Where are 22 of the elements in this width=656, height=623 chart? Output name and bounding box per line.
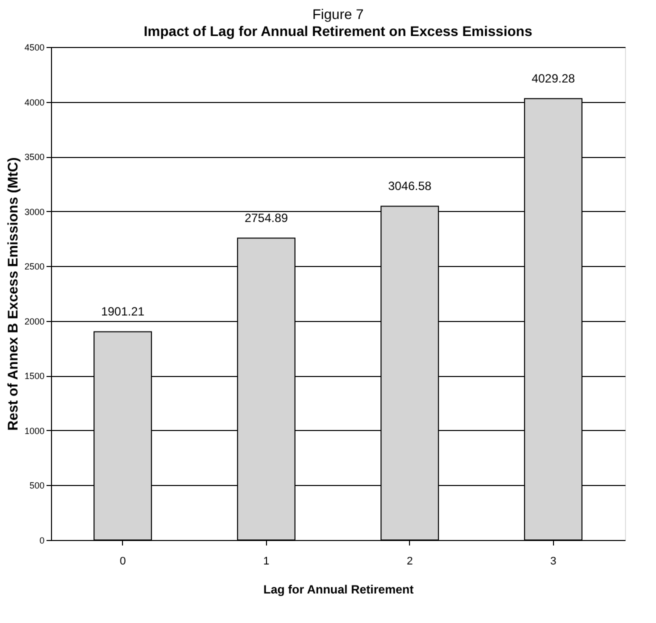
y-tick-label: 3000 bbox=[24, 206, 44, 217]
y-tick-label: 4000 bbox=[24, 97, 44, 108]
y-axis-title: Rest of Annex B Excess Emissions (MtC) bbox=[4, 157, 20, 431]
y-tick-label: 1000 bbox=[24, 426, 44, 436]
data-label: 4029.28 bbox=[532, 72, 576, 86]
x-tick-label: 1 bbox=[263, 556, 270, 568]
y-tick-label: 2500 bbox=[24, 262, 44, 272]
x-tick-label: 2 bbox=[406, 556, 413, 568]
y-tick-label: 0 bbox=[39, 536, 44, 546]
y-tick-label: 3500 bbox=[24, 152, 44, 162]
data-label: 3046.58 bbox=[388, 179, 432, 194]
data-label: 1901.21 bbox=[101, 304, 145, 319]
chart-title: Figure 7 bbox=[312, 6, 364, 22]
x-tick-label: 0 bbox=[120, 556, 126, 568]
x-axis-title: Lag for Annual Retirement bbox=[263, 582, 414, 596]
y-tick-label: 1500 bbox=[24, 371, 44, 382]
y-tick-label: 500 bbox=[29, 480, 44, 491]
y-tick-label: 4500 bbox=[24, 42, 44, 52]
chart-subtitle: Impact of Lag for Annual Retirement on Excess Emissions bbox=[144, 23, 532, 39]
y-tick-label: 2000 bbox=[24, 316, 44, 326]
data-label: 2754.89 bbox=[244, 211, 288, 226]
x-tick-label: 3 bbox=[550, 556, 556, 568]
